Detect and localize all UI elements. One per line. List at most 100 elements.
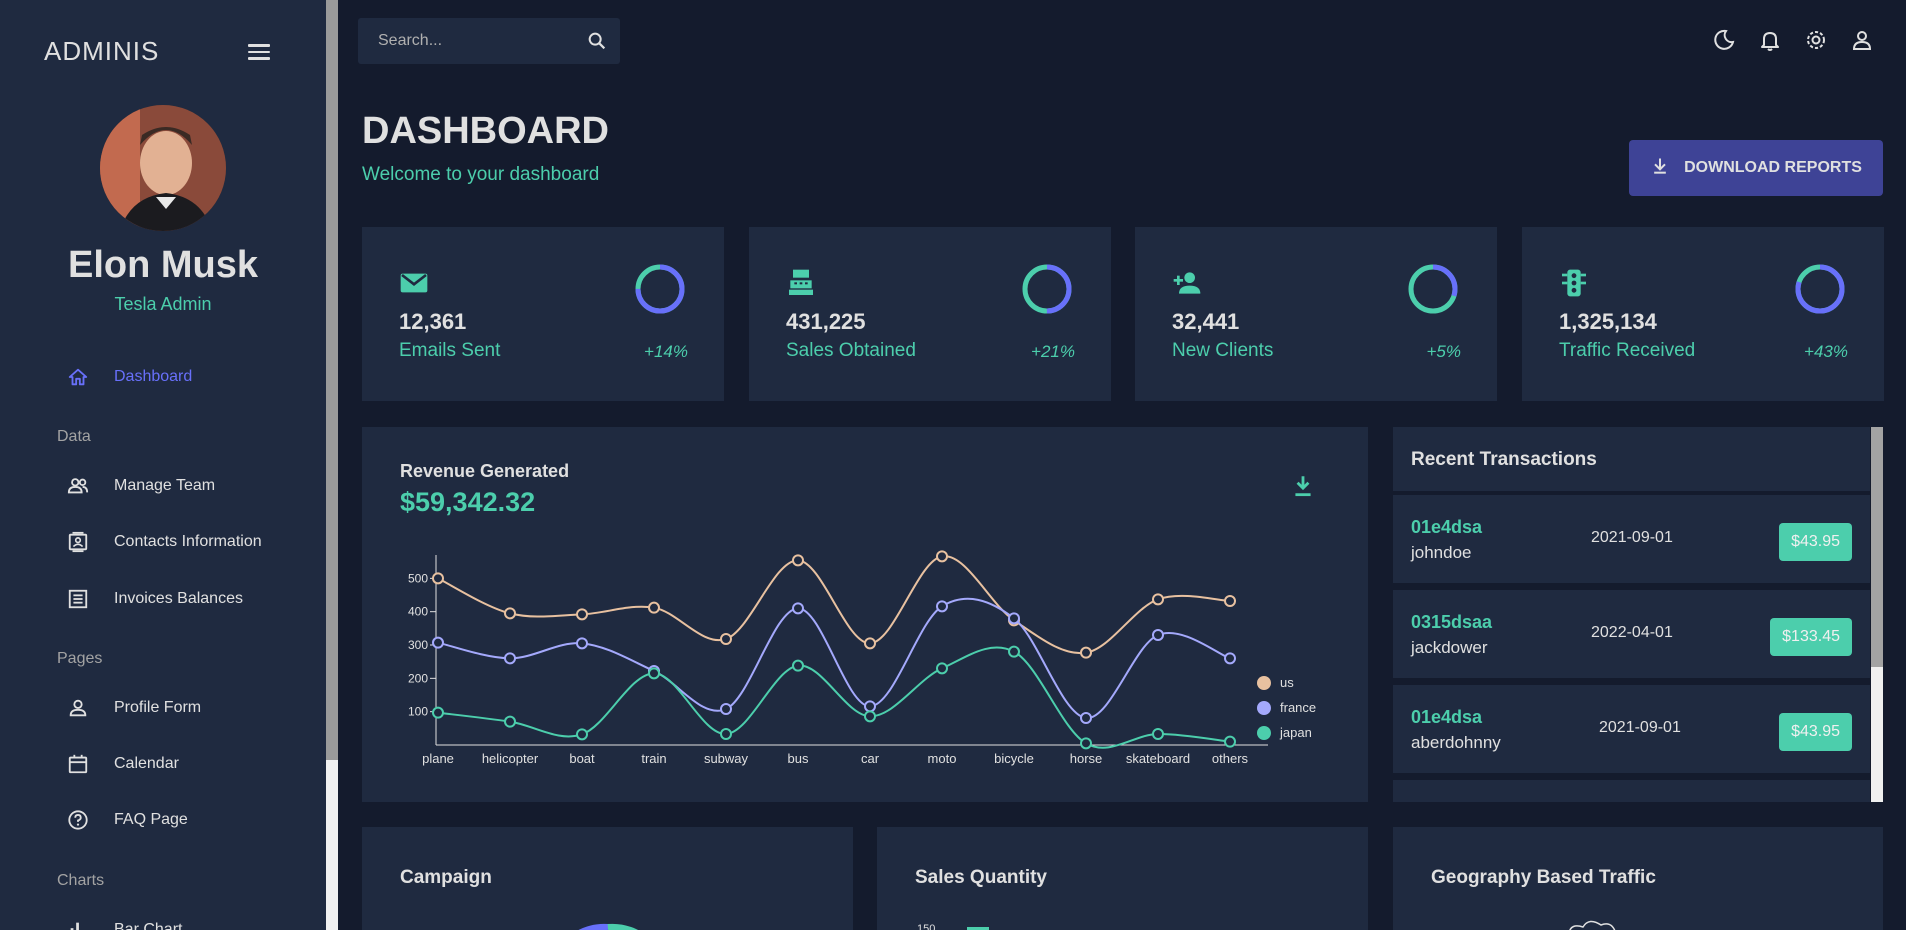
sidebar-scrollbar[interactable] xyxy=(326,0,338,930)
data-point-us[interactable] xyxy=(1080,646,1092,659)
data-point-japan[interactable] xyxy=(432,706,444,719)
data-point-us[interactable] xyxy=(504,607,516,620)
transactions-scrollbar[interactable] xyxy=(1871,427,1883,802)
stat-increase: +21% xyxy=(1031,342,1075,361)
sidebar-item-label: Manage Team xyxy=(114,477,216,494)
sidebar-item-calendar[interactable]: Calendar xyxy=(66,752,179,776)
data-point-japan[interactable] xyxy=(576,728,588,741)
settings-icon[interactable] xyxy=(1804,28,1828,52)
search-input[interactable] xyxy=(358,32,568,50)
data-point-japan[interactable] xyxy=(720,728,732,741)
nav-section-charts: Charts xyxy=(57,872,105,889)
progress-circle xyxy=(1408,264,1458,314)
sidebar-scrollbar-thumb[interactable] xyxy=(326,0,338,760)
avatar xyxy=(100,105,226,231)
x-tick-label: bicycle xyxy=(994,751,1034,766)
legend-label[interactable]: france xyxy=(1280,700,1316,715)
legend-label[interactable]: japan xyxy=(1279,725,1312,740)
nav-section-pages: Pages xyxy=(57,650,103,667)
data-point-france[interactable] xyxy=(1224,652,1236,665)
transaction-row xyxy=(1393,780,1870,802)
transaction-user: johndoe xyxy=(1411,543,1472,562)
sidebar-item-faq[interactable]: FAQ Page xyxy=(66,808,188,832)
data-point-france[interactable] xyxy=(576,637,588,650)
sidebar-item-label: Calendar xyxy=(114,755,179,772)
profile-icon[interactable] xyxy=(1850,28,1874,52)
traffic-icon xyxy=(1558,267,1590,299)
download-icon[interactable] xyxy=(1290,473,1316,499)
sidebar-item-manage-team[interactable]: Manage Team xyxy=(66,474,215,498)
data-point-us[interactable] xyxy=(720,633,732,646)
download-reports-button[interactable]: DOWNLOAD REPORTS xyxy=(1629,140,1883,196)
stat-card-sales: 431,225 Sales Obtained +21% xyxy=(749,227,1111,401)
data-point-france[interactable] xyxy=(432,636,444,649)
stat-label: Sales Obtained xyxy=(786,340,916,361)
download-icon xyxy=(1650,156,1670,181)
transaction-cost-badge: $133.45 xyxy=(1770,618,1852,656)
sidebar-item-label: FAQ Page xyxy=(114,811,188,828)
data-point-us[interactable] xyxy=(576,608,588,621)
y-tick-label: 100 xyxy=(408,705,428,719)
data-point-france[interactable] xyxy=(1008,612,1020,625)
transaction-id: 0315dsaa xyxy=(1411,612,1493,632)
data-point-france[interactable] xyxy=(864,700,876,713)
nav-section-data: Data xyxy=(57,428,91,445)
stat-card-traffic: 1,325,134 Traffic Received +43% xyxy=(1522,227,1884,401)
stat-value: 12,361 xyxy=(399,309,467,334)
sidebar-item-profile-form[interactable]: Profile Form xyxy=(66,696,201,720)
data-point-japan[interactable] xyxy=(936,662,948,675)
data-point-france[interactable] xyxy=(1152,629,1164,642)
sidebar-item-label: Profile Form xyxy=(114,699,202,716)
stat-increase: +43% xyxy=(1804,342,1848,361)
download-reports-label: DOWNLOAD REPORTS xyxy=(1684,159,1862,176)
sidebar-item-bar-chart[interactable]: Bar Chart xyxy=(66,918,182,930)
stat-increase: +5% xyxy=(1426,342,1462,361)
transactions-scrollbar-thumb[interactable] xyxy=(1871,427,1883,667)
menu-icon[interactable] xyxy=(248,44,270,60)
dark-mode-icon[interactable] xyxy=(1712,28,1736,52)
sidebar-item-invoices[interactable]: Invoices Balances xyxy=(66,587,243,611)
legend-swatch-france xyxy=(1257,701,1271,715)
data-point-france[interactable] xyxy=(792,602,804,615)
data-point-japan[interactable] xyxy=(648,667,660,680)
email-icon xyxy=(398,267,430,299)
data-point-japan[interactable] xyxy=(1224,735,1236,748)
stat-card-emails: 12,361 Emails Sent +14% xyxy=(362,227,724,401)
legend-label[interactable]: us xyxy=(1280,675,1294,690)
sidebar-item-label: Contacts Information xyxy=(114,533,262,550)
stat-value: 431,225 xyxy=(786,309,866,334)
data-point-japan[interactable] xyxy=(792,659,804,672)
topbar-actions xyxy=(1712,28,1874,52)
calendar-icon xyxy=(66,752,90,776)
notifications-icon[interactable] xyxy=(1758,28,1782,52)
sidebar-item-dashboard[interactable]: Dashboard xyxy=(66,365,192,389)
data-point-japan[interactable] xyxy=(1152,728,1164,741)
contacts-icon xyxy=(66,530,90,554)
x-tick-label: others xyxy=(1212,751,1249,766)
data-point-france[interactable] xyxy=(720,703,732,716)
sales-quantity-title: Sales Quantity xyxy=(915,867,1047,888)
geography-map xyxy=(1569,920,1616,930)
sidebar-item-contacts[interactable]: Contacts Information xyxy=(66,530,262,554)
sidebar-item-label: Dashboard xyxy=(114,368,193,385)
ring-progress xyxy=(1408,264,1458,314)
transaction-date: 2022-04-01 xyxy=(1591,624,1673,641)
data-point-us[interactable] xyxy=(432,572,444,585)
data-point-france[interactable] xyxy=(504,652,516,665)
data-point-japan[interactable] xyxy=(864,710,876,723)
search-icon[interactable] xyxy=(586,30,608,52)
data-point-japan[interactable] xyxy=(1080,737,1092,750)
transactions-header: Recent Transactions xyxy=(1393,427,1870,491)
data-point-us[interactable] xyxy=(648,601,660,614)
data-point-us[interactable] xyxy=(936,550,948,563)
data-point-france[interactable] xyxy=(936,600,948,613)
data-point-france[interactable] xyxy=(1080,712,1092,725)
data-point-us[interactable] xyxy=(864,637,876,650)
people-icon xyxy=(66,474,90,498)
data-point-us[interactable] xyxy=(792,554,804,567)
data-point-us[interactable] xyxy=(1224,595,1236,608)
data-point-us[interactable] xyxy=(1152,593,1164,606)
ring-progress xyxy=(1795,264,1845,314)
data-point-japan[interactable] xyxy=(504,715,516,728)
data-point-japan[interactable] xyxy=(1008,645,1020,658)
